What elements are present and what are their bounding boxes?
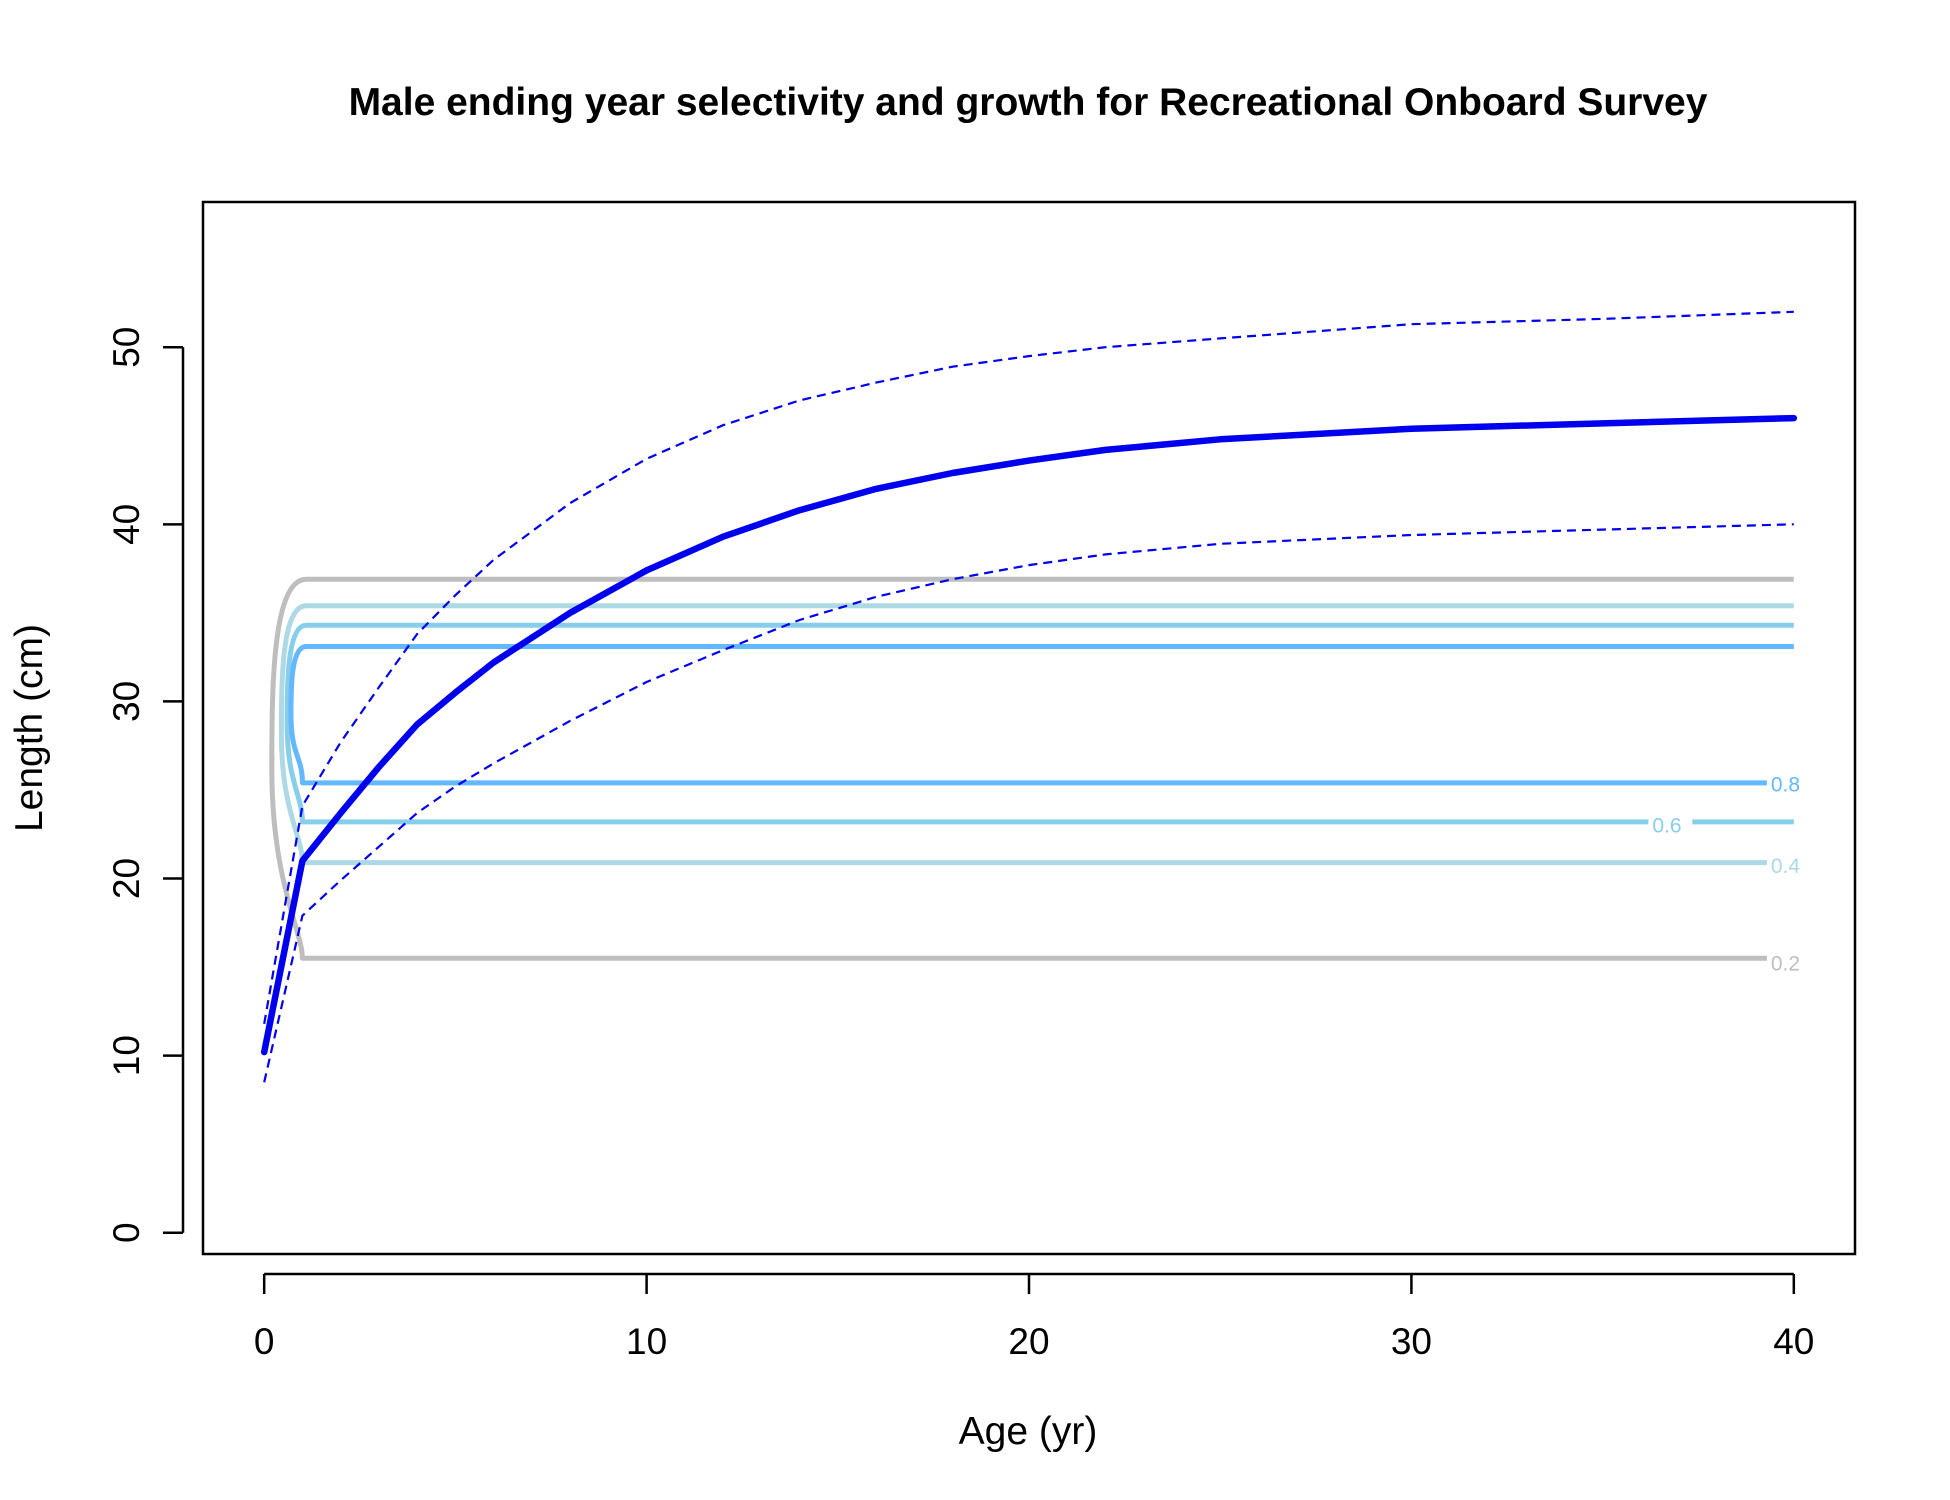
growth-curves — [260, 310, 1798, 1083]
contour-label-background — [1766, 769, 1811, 798]
contour-label-background — [1648, 810, 1693, 839]
y-tick-label: 20 — [106, 858, 147, 899]
x-axis-label: Age (yr) — [959, 1410, 1098, 1453]
growth-lower-interval — [263, 523, 1794, 1083]
growth-mean-curve — [260, 414, 1798, 1056]
contour-label-0.8: 0.8 — [1771, 774, 1800, 797]
y-tick-label: 30 — [106, 681, 147, 722]
contour-label-background — [1766, 851, 1811, 880]
contour-label-0.4: 0.4 — [1771, 855, 1801, 878]
contour-labels: 0.8 0.6 0.4 0.2 — [1648, 769, 1811, 977]
y-tick-label: 50 — [106, 327, 147, 368]
x-tick-label: 40 — [1773, 1321, 1814, 1362]
plot-frame — [201, 200, 1857, 1256]
x-tick-label: 10 — [626, 1321, 667, 1362]
chart-title: Male ending year selectivity and growth … — [349, 81, 1708, 124]
growth-upper-interval — [263, 310, 1794, 1024]
x-tick-label: 30 — [1391, 1321, 1432, 1362]
y-tick-label: 0 — [106, 1222, 147, 1243]
y-axis: 0 10 20 30 40 50 — [106, 327, 185, 1243]
x-tick-label: 0 — [254, 1321, 275, 1362]
contour-line-0.4 — [278, 603, 1794, 866]
contour-label-0.2: 0.2 — [1771, 953, 1800, 976]
x-axis: 0 10 20 30 40 — [254, 1272, 1814, 1362]
contour-line-0.6 — [284, 622, 1794, 825]
x-tick-label: 20 — [1008, 1321, 1049, 1362]
contour-label-0.6: 0.6 — [1652, 814, 1681, 837]
contour-line-0.2 — [269, 576, 1794, 961]
contour-line-0.8 — [288, 644, 1794, 786]
y-tick-label: 10 — [106, 1035, 147, 1076]
y-tick-label: 40 — [106, 504, 147, 545]
y-axis-label: Length (cm) — [8, 624, 51, 832]
contour-label-background — [1766, 948, 1811, 977]
selectivity-contours — [269, 576, 1794, 961]
